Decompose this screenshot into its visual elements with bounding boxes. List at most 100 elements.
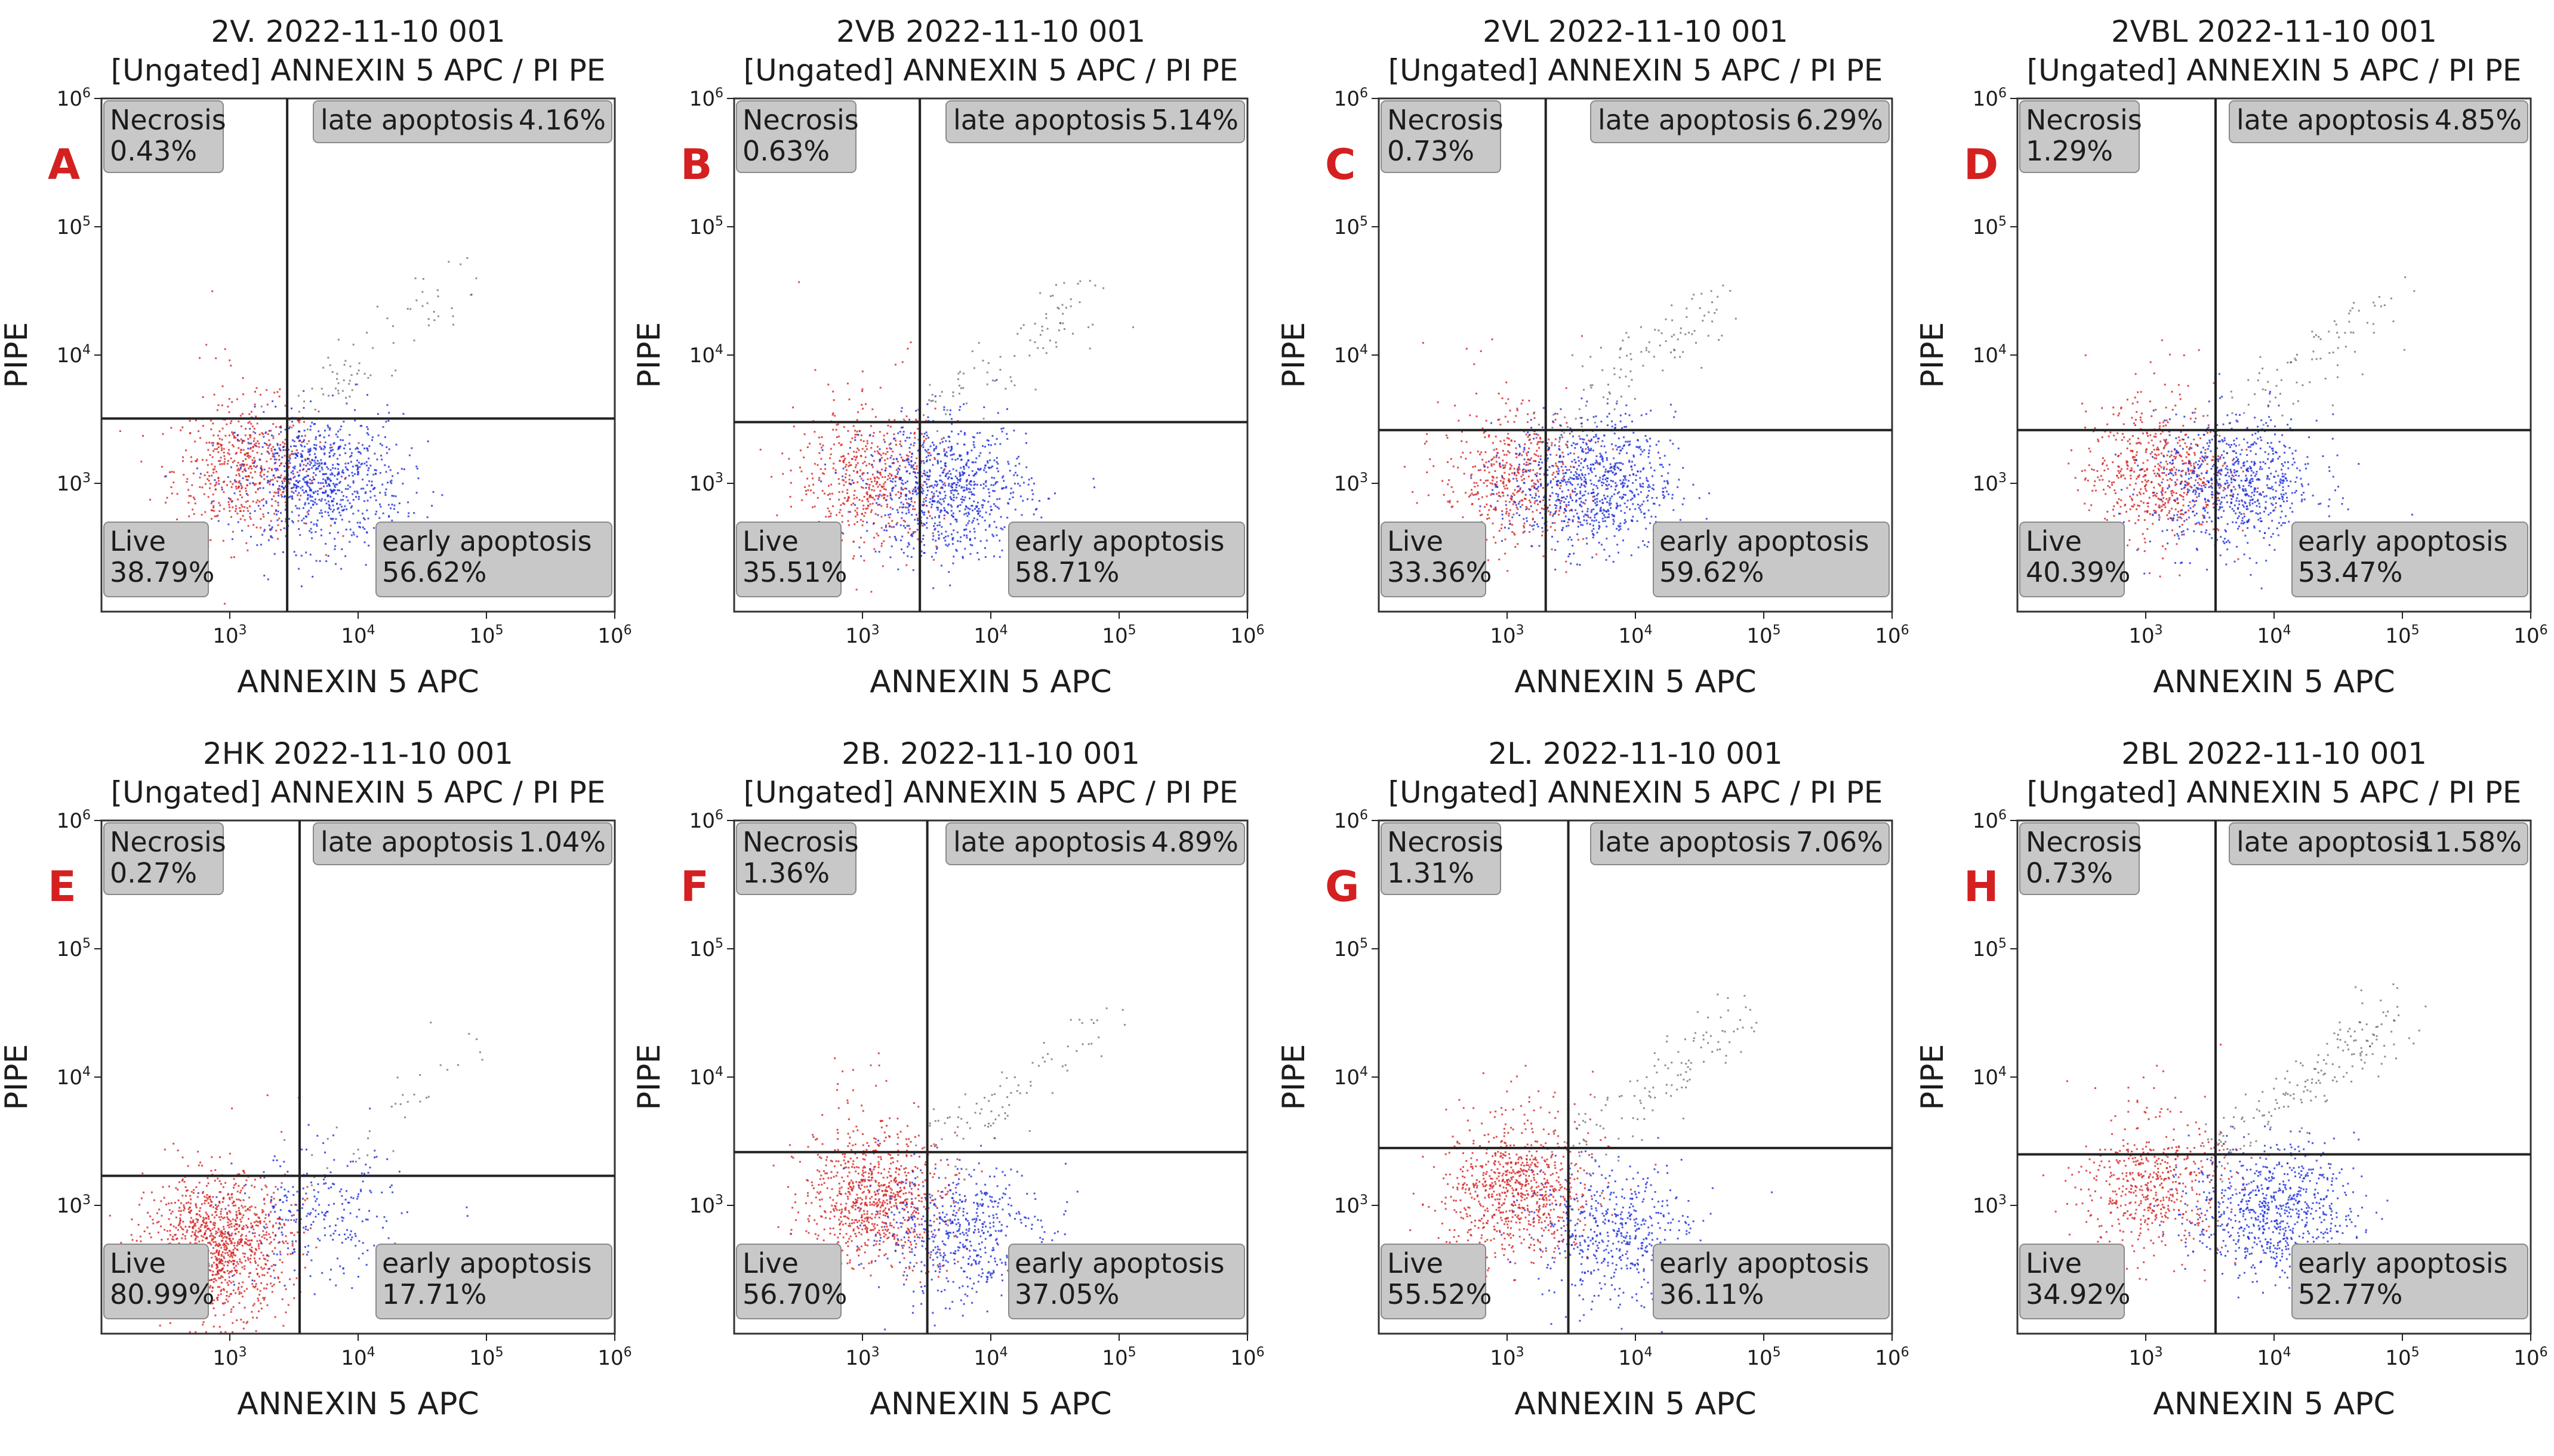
event-point-early: [309, 488, 312, 491]
event-point-early: [1644, 516, 1646, 519]
event-point-early: [319, 488, 321, 490]
event-point-live: [215, 515, 218, 517]
event-point-early: [946, 455, 948, 457]
event-point-early: [1605, 483, 1607, 486]
event-point-live: [202, 396, 204, 398]
event-point-live: [2127, 544, 2129, 547]
event-point-live: [2145, 449, 2148, 451]
event-point-live: [218, 510, 221, 513]
event-point-live: [861, 390, 863, 392]
event-point-early: [1576, 493, 1578, 495]
event-point-early: [1634, 508, 1637, 510]
event-point-early: [311, 496, 313, 498]
event-point-early: [1592, 508, 1595, 510]
event-point-early: [1569, 476, 1572, 479]
event-point-early: [951, 515, 954, 517]
event-point-early: [335, 492, 337, 495]
event-point-live: [210, 483, 212, 485]
event-point-early: [1629, 440, 1631, 443]
event-point-early: [1613, 514, 1615, 517]
event-point-early: [1633, 455, 1635, 458]
event-point-early: [338, 447, 341, 449]
event-point-live: [260, 453, 263, 455]
event-point-early: [1637, 470, 1639, 473]
event-point-live: [2170, 492, 2173, 495]
event-point-early: [309, 448, 312, 450]
event-point-early: [1606, 511, 1608, 513]
event-point-early: [1591, 471, 1593, 473]
event-point-live: [1517, 470, 1519, 472]
event-point-live: [1533, 417, 1536, 419]
event-point-early: [984, 467, 986, 469]
event-point-early: [1620, 483, 1622, 485]
event-point-live: [2179, 445, 2182, 447]
event-point-early: [1588, 448, 1590, 450]
event-point-live: [288, 465, 291, 468]
event-point-live: [2182, 513, 2185, 516]
event-point-live: [851, 458, 854, 460]
event-point-early: [241, 440, 244, 442]
event-point-early: [366, 394, 368, 396]
event-point-early: [1592, 416, 1595, 418]
event-point-live: [2134, 462, 2136, 464]
event-point-early: [368, 467, 370, 469]
event-point-early: [260, 476, 263, 478]
event-point-early: [359, 451, 361, 454]
event-point-early: [990, 509, 992, 511]
event-point-early: [1527, 431, 1529, 434]
event-point-live: [252, 431, 255, 433]
event-point-early: [307, 451, 309, 453]
event-point-live: [207, 496, 210, 498]
event-point-live: [274, 477, 276, 479]
event-point-live: [1521, 491, 1523, 493]
event-point-late: [336, 372, 338, 375]
event-point-early: [344, 452, 347, 454]
event-point-live: [2174, 499, 2176, 501]
event-point-early: [975, 471, 978, 474]
event-point-early: [294, 456, 297, 459]
event-point-live: [285, 462, 287, 464]
event-point-early: [1651, 496, 1653, 499]
event-point-early: [1615, 507, 1618, 510]
event-point-early: [288, 427, 290, 430]
event-point-live: [1490, 493, 1492, 496]
event-point-live: [259, 482, 261, 484]
event-point-live: [223, 448, 225, 450]
event-point-live: [873, 459, 875, 462]
event-point-early: [314, 501, 316, 504]
event-point-early: [1563, 496, 1565, 498]
event-point-live: [2139, 491, 2140, 493]
event-point-early: [239, 482, 242, 485]
event-point-early: [1590, 511, 1592, 513]
event-point-early: [304, 502, 306, 504]
event-point-early: [959, 471, 961, 474]
event-point-live: [2174, 484, 2177, 486]
event-point-early: [907, 502, 910, 505]
event-point-live: [308, 440, 310, 442]
event-point-live: [1506, 488, 1508, 490]
event-point-live: [2176, 498, 2179, 501]
event-point-late: [1645, 349, 1647, 351]
event-point-early: [339, 503, 341, 505]
event-point-early: [901, 506, 904, 508]
event-point-early: [310, 507, 312, 509]
event-point-early: [1581, 417, 1583, 419]
event-point-live: [240, 449, 242, 451]
event-point-late: [1558, 439, 1561, 441]
event-point-early: [979, 452, 982, 454]
event-point-live: [808, 485, 811, 487]
event-point-late: [1671, 304, 1673, 307]
event-point-live: [270, 479, 272, 482]
event-point-live: [262, 433, 264, 435]
event-point-live: [171, 492, 173, 495]
event-point-late: [436, 289, 439, 291]
event-point-late: [413, 340, 415, 341]
event-point-early: [379, 492, 381, 494]
event-point-early: [988, 452, 991, 454]
event-point-live: [2094, 489, 2097, 492]
event-point-early: [1017, 455, 1019, 458]
event-point-live: [256, 465, 258, 467]
event-point-early: [915, 409, 917, 412]
event-point-live: [899, 492, 902, 494]
event-point-early: [951, 483, 953, 485]
